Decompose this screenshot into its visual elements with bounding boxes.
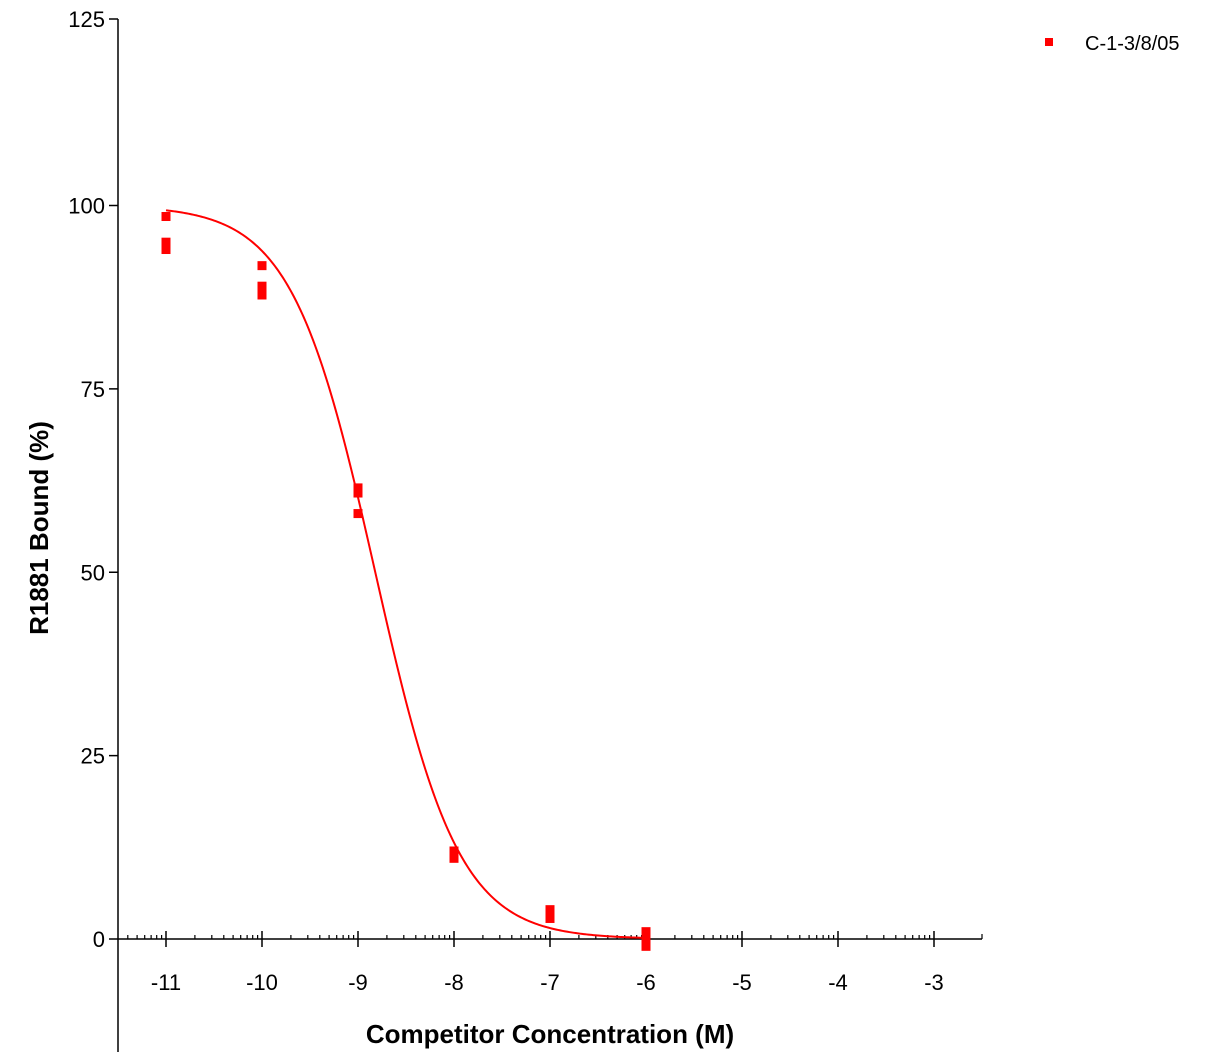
legend-marker <box>1045 38 1053 46</box>
data-point <box>257 290 267 300</box>
y-tick-label: 50 <box>81 560 105 585</box>
x-tick-label: -10 <box>246 970 278 995</box>
data-point <box>545 913 555 923</box>
data-points-layer <box>161 212 651 951</box>
x-tick-label: -7 <box>540 970 560 995</box>
axes: 0 25 50 75 100 125 -11 -10 -9 -8 -7 -6 -5 -4 -3 <box>68 7 983 1052</box>
y-tick-label: 100 <box>68 194 105 219</box>
data-point <box>257 261 267 271</box>
legend-label: C-1-3/8/05 <box>1085 33 1180 55</box>
data-point <box>257 281 267 291</box>
data-point <box>449 853 459 863</box>
data-point <box>353 483 363 493</box>
x-tick-label: -6 <box>636 970 656 995</box>
data-point <box>545 905 555 915</box>
x-tick-label: -5 <box>732 970 752 995</box>
x-tick-label: -9 <box>348 970 368 995</box>
y-tick-label: 125 <box>68 7 105 32</box>
data-point <box>161 212 171 222</box>
fit-curve <box>165 209 647 939</box>
data-point <box>353 509 363 519</box>
x-tick-label: -4 <box>828 970 848 995</box>
x-tick-label: -3 <box>924 970 944 995</box>
data-point <box>353 488 363 498</box>
data-point <box>161 237 171 247</box>
x-axis-title: Competitor Concentration (M) <box>366 1019 734 1049</box>
x-tick-label: -8 <box>444 970 464 995</box>
y-tick-label: 25 <box>81 744 105 769</box>
y-tick-label: 75 <box>81 377 105 402</box>
y-axis-title: R1881 Bound (%) <box>24 421 54 635</box>
data-point <box>641 933 651 943</box>
data-point <box>641 941 651 951</box>
x-tick-label: -11 <box>151 970 181 995</box>
data-point <box>161 245 171 255</box>
fit-curve-layer <box>165 209 647 939</box>
legend: C-1-3/8/05 <box>1045 33 1180 55</box>
y-tick-label: 0 <box>93 927 105 952</box>
data-point <box>641 927 651 937</box>
